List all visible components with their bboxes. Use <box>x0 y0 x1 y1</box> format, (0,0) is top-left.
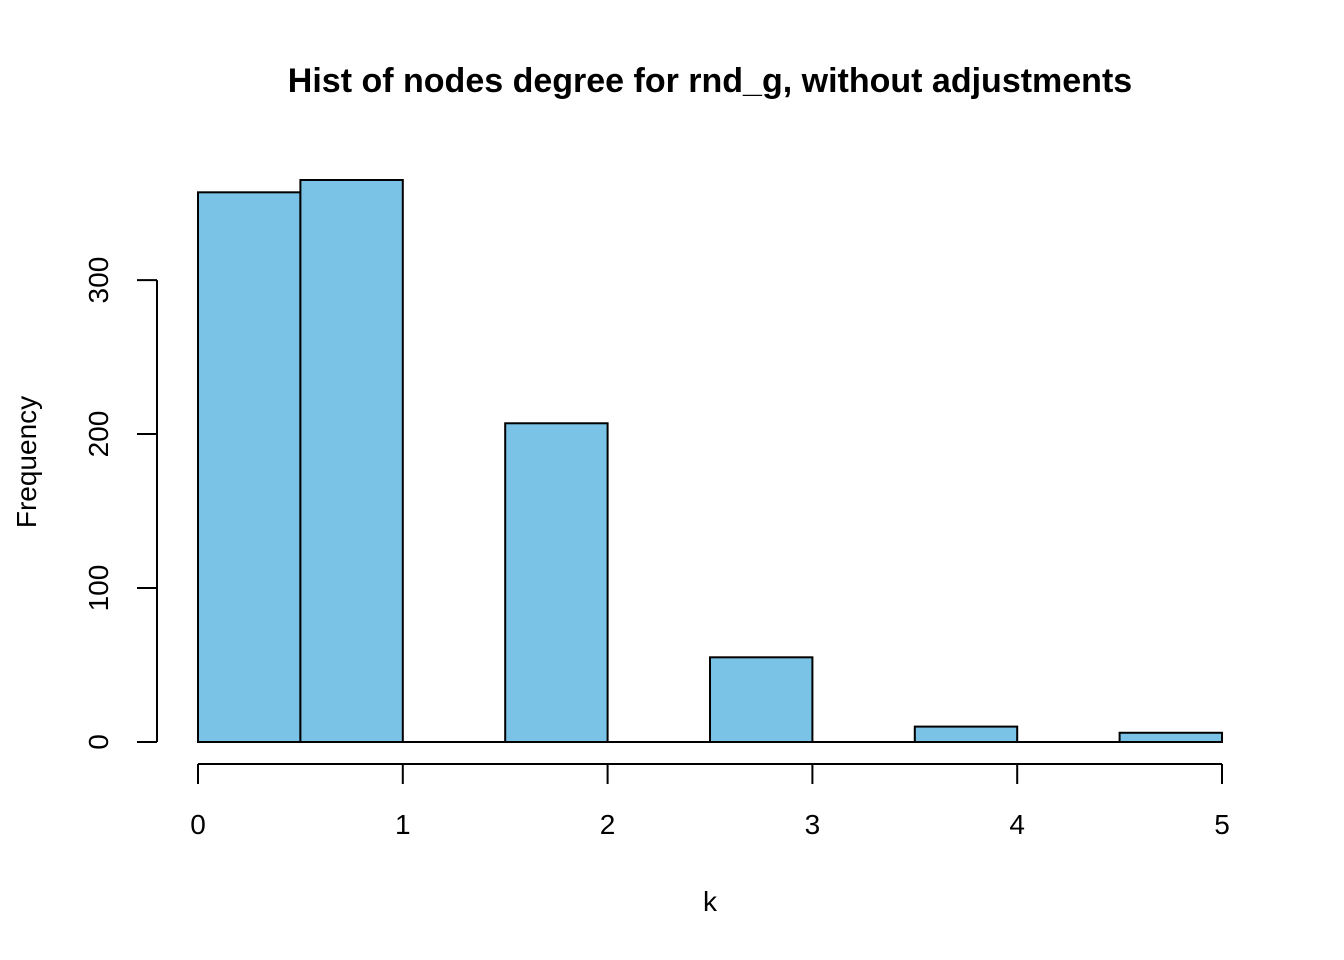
bar-3 <box>504 422 609 743</box>
x-tick-label-2: 2 <box>600 809 616 840</box>
bar-1 <box>299 179 404 743</box>
y-tick-label-0: 0 <box>83 734 114 750</box>
bar-9 <box>1118 731 1223 744</box>
bar-0 <box>197 191 302 743</box>
x-tick-label-4: 4 <box>1009 809 1025 840</box>
chart-title: Hist of nodes degree for rnd_g, without … <box>288 62 1132 100</box>
y-axis-label: Frequency <box>11 396 42 528</box>
x-axis: 0 1 2 3 4 5 <box>190 763 1230 840</box>
x-tick-label-5: 5 <box>1214 809 1230 840</box>
bar-5 <box>709 656 814 743</box>
x-tick-label-0: 0 <box>190 809 206 840</box>
x-axis-label: k <box>703 886 718 917</box>
bars-group <box>197 179 1223 744</box>
y-tick-label-3: 300 <box>83 257 114 304</box>
x-tick-label-3: 3 <box>805 809 821 840</box>
y-tick-label-2: 200 <box>83 411 114 458</box>
y-tick-label-1: 100 <box>83 565 114 612</box>
y-axis: 0 100 200 300 <box>83 257 158 750</box>
bar-7 <box>913 725 1019 743</box>
x-tick-label-1: 1 <box>395 809 411 840</box>
